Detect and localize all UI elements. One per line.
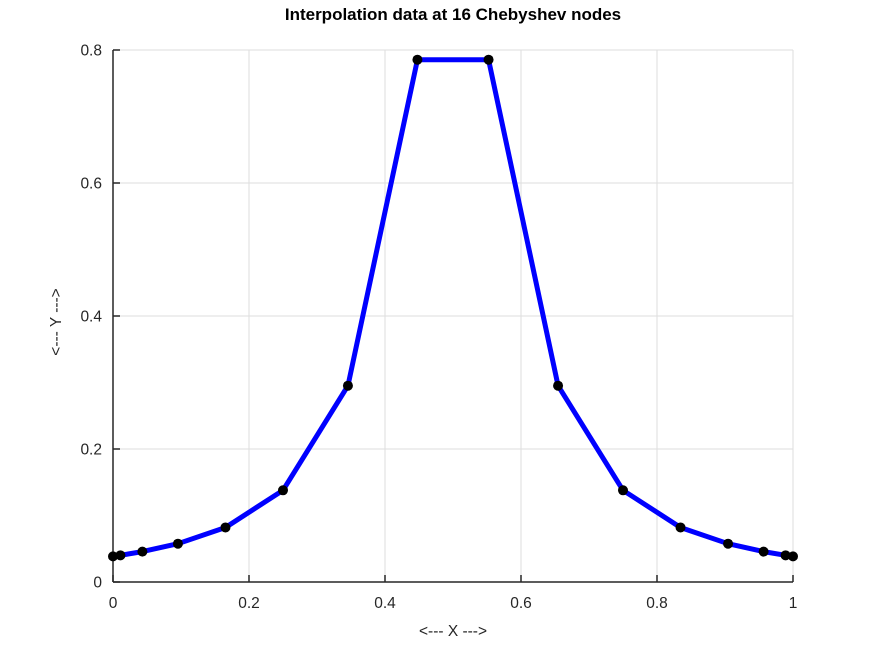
data-point-marker (342, 380, 353, 391)
data-point-marker (780, 550, 791, 561)
data-point-marker (172, 538, 183, 549)
x-tick-label: 0.6 (510, 595, 532, 612)
y-axis-label: <--- Y ---> (48, 288, 65, 356)
x-tick-label: 0.4 (374, 595, 396, 612)
x-axis-label: <--- X ---> (418, 623, 488, 640)
data-point-marker (788, 551, 798, 562)
x-tick-label: 0 (109, 595, 118, 612)
y-tick-label: 0.4 (80, 309, 102, 326)
data-point-marker (758, 546, 769, 557)
x-tick-label: 0.2 (238, 595, 260, 612)
data-point-marker (115, 550, 126, 561)
data-point-marker (483, 54, 494, 65)
data-point-marker (137, 546, 148, 557)
y-tick-label: 0 (93, 575, 102, 592)
data-point-marker (412, 54, 423, 65)
data-line (110, 57, 796, 559)
chart-title: Interpolation data at 16 Chebyshev nodes (284, 5, 622, 24)
x-tick-label: 0.8 (646, 595, 668, 612)
y-tick-label: 0.8 (80, 43, 102, 60)
data-point-marker (618, 485, 628, 496)
data-point-marker (675, 522, 686, 533)
data-point-marker (723, 538, 734, 549)
data-point-marker (278, 485, 288, 496)
x-tick-label: 1 (789, 595, 798, 612)
y-tick-label: 0.2 (80, 442, 102, 459)
y-tick-label: 0.6 (80, 176, 102, 193)
data-point-marker (220, 522, 231, 533)
data-point-marker (553, 380, 564, 391)
data-point-marker (108, 551, 118, 562)
